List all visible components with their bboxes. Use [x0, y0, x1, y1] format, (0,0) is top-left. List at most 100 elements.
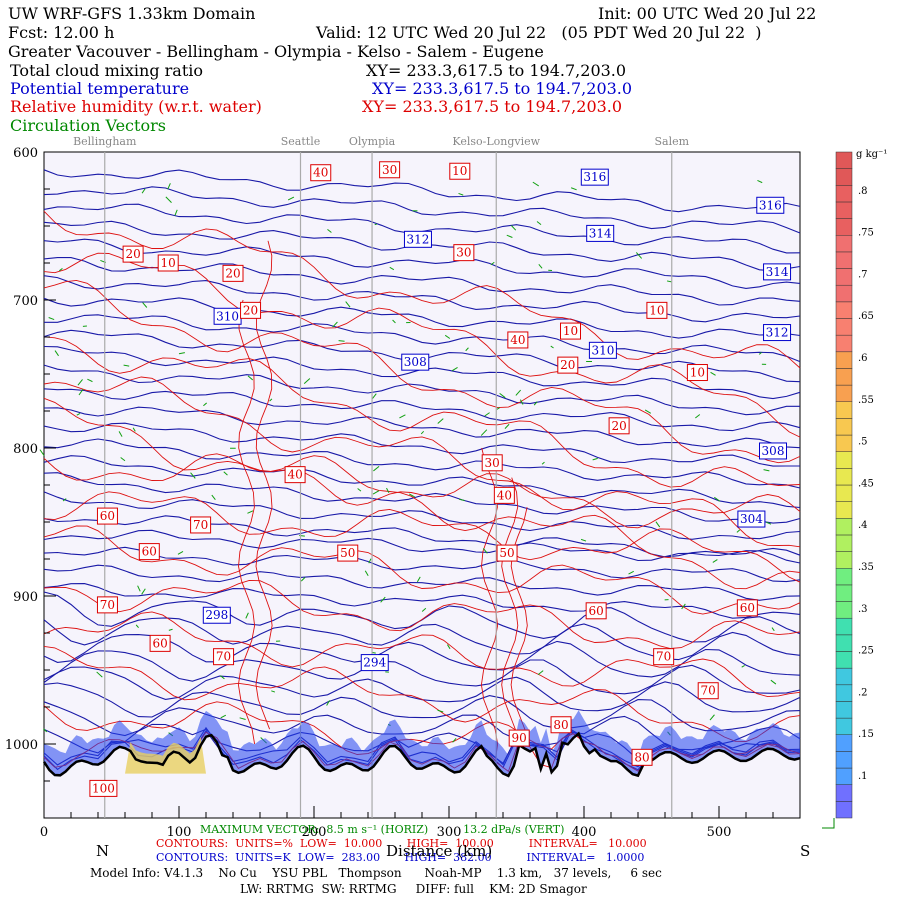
vector-arrow [484, 412, 490, 417]
contour-label: 70 [100, 598, 115, 612]
vector-arrow [380, 596, 386, 603]
color-bar-label: .7 [858, 269, 868, 280]
color-bar-segment [835, 684, 853, 702]
vector-arrow [580, 538, 587, 542]
vector-arrow [327, 228, 332, 233]
color-bar-segment [835, 584, 853, 602]
contour-label-box [481, 454, 503, 472]
vector-scale-arrow [822, 818, 835, 829]
vector-arrow [386, 487, 390, 494]
color-bar-label: .65 [858, 311, 874, 322]
theta-contour-line [43, 583, 801, 619]
vector-arrow [452, 738, 457, 743]
vector-arrow [372, 393, 377, 399]
contour-label-box [686, 364, 708, 382]
vector-arrow [710, 371, 716, 376]
contour-label: 310 [591, 343, 614, 357]
color-bar-segment [835, 667, 853, 686]
color-bar-segment [835, 518, 853, 536]
contour-label-box [697, 682, 719, 700]
vector-arrow [515, 389, 522, 396]
vector-arrow [541, 461, 545, 465]
vector-arrow [247, 510, 254, 514]
vector-arrow [54, 350, 59, 357]
color-bar-segment [835, 484, 853, 502]
vector-arrow [519, 399, 524, 405]
contour-label: 308 [762, 444, 785, 458]
vector-arrow [538, 263, 543, 269]
vector-arrow [482, 548, 488, 554]
vector-arrow [644, 409, 652, 414]
contour-label: 10 [649, 303, 664, 317]
city-label: Salem [654, 135, 689, 148]
contour-label: 20 [611, 419, 626, 433]
contour-label: 70 [656, 650, 671, 664]
vector-arrow [167, 183, 171, 190]
vector-arrow [77, 379, 83, 386]
vector-arrow [458, 192, 464, 196]
contour-label: 20 [560, 358, 575, 372]
vector-arrow [437, 709, 444, 713]
contour-label-box [550, 716, 572, 734]
city-label: Seattle [281, 135, 320, 148]
vector-arrow [532, 181, 540, 187]
vector-arrow [178, 352, 185, 355]
color-bar-segment [835, 201, 853, 219]
vector-arrow [635, 252, 643, 259]
model-info: Model Info: V4.1.3 No Cu YSU PBL Thompso… [90, 866, 662, 880]
color-bar-unit: g kg⁻¹ [856, 149, 887, 160]
terrain-low-cloud [125, 736, 206, 774]
contour-label-box [508, 729, 530, 747]
vector-arrow [168, 628, 173, 631]
vector-arrow [504, 423, 510, 429]
color-bar-segment [835, 334, 853, 353]
vector-arrow [758, 351, 762, 355]
contour-label: 60 [589, 604, 604, 618]
contour-label-box [493, 486, 515, 504]
contour-label-box [157, 254, 179, 272]
vector-arrow [123, 364, 130, 367]
vector-arrow [364, 570, 369, 577]
vector-arrow [421, 607, 427, 612]
vector-arrow [770, 679, 777, 685]
contour-label: 80 [553, 718, 568, 732]
vector-arrow [714, 496, 721, 502]
theta-contour-line [43, 275, 801, 323]
theta-contour-line [43, 546, 801, 583]
contour-label: 304 [740, 512, 763, 526]
vector-arrow [420, 430, 425, 435]
contour-label-box [96, 507, 118, 525]
region-title: Greater Vacouver - Bellingham - Olympia … [8, 42, 544, 61]
vector-arrow [666, 280, 672, 283]
vector-arrow [736, 529, 741, 533]
contour-label-box [202, 606, 231, 624]
color-bar-segment [835, 401, 853, 419]
vector-arrow [300, 577, 306, 582]
contour-label-box [96, 596, 118, 614]
field-theta-xy: XY= 233.3,617.5 to 194.7,203.0 [372, 79, 632, 98]
vector-arrow [695, 414, 701, 419]
rh-contour-line [43, 376, 801, 548]
vector-arrow [389, 266, 395, 271]
color-bar-label: .35 [858, 562, 874, 573]
contour-label: 298 [205, 608, 228, 622]
rh-contour-line [43, 279, 801, 464]
contour-label: 316 [583, 170, 606, 184]
vector-arrow [536, 221, 542, 226]
theta-contour-line [43, 169, 801, 213]
contour-label-box [588, 341, 617, 359]
color-bar-segment [835, 734, 853, 752]
contour-label: 70 [216, 650, 231, 664]
vector-arrow [269, 398, 273, 402]
theta-contour-line [43, 406, 801, 449]
contour-label: 312 [406, 232, 429, 246]
theta-contour-line [43, 650, 801, 695]
color-bar-segment [835, 634, 853, 652]
contour-label: 10 [452, 164, 467, 178]
color-bar-segment [835, 551, 853, 569]
vector-arrow [137, 585, 141, 592]
contour-label-box [586, 224, 615, 242]
x-tick-label: 500 [707, 825, 732, 840]
vector-arrow [496, 407, 501, 410]
vector-arrow [510, 225, 517, 231]
